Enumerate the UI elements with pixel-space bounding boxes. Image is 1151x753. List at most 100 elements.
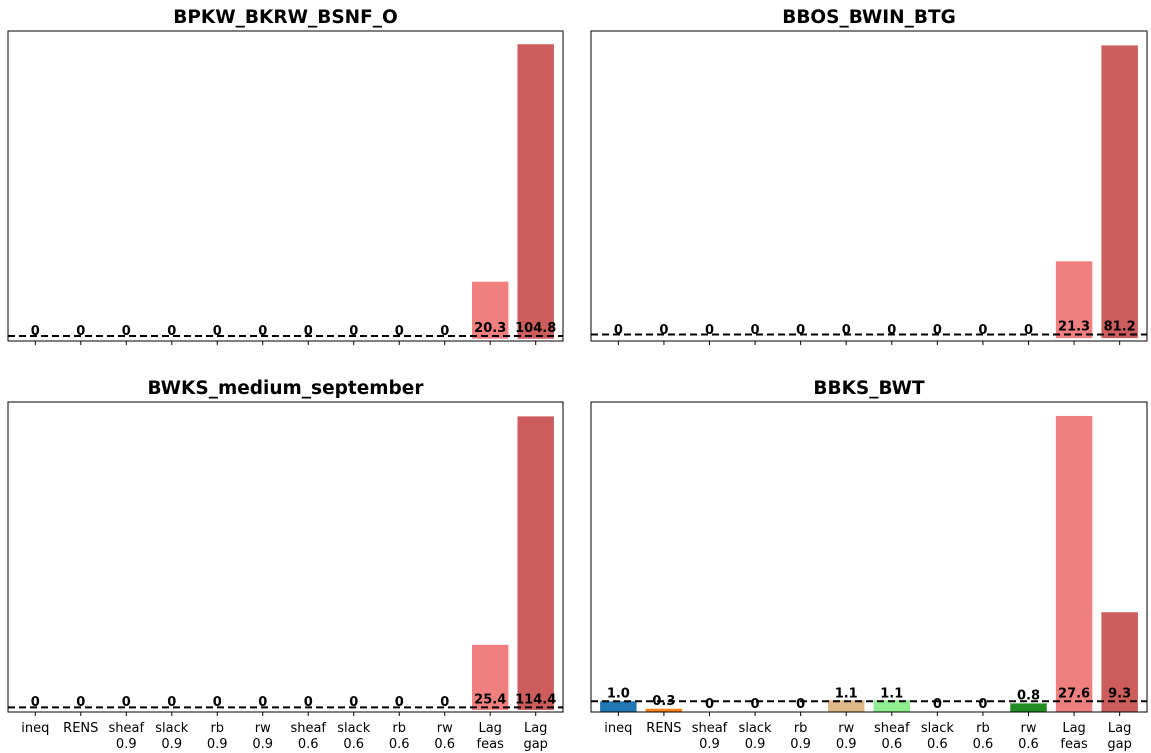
chart-title: BBKS_BWT	[813, 378, 925, 399]
x-tick-label: rw	[255, 721, 271, 736]
x-tick-label: rb	[976, 721, 990, 736]
value-label: 0	[304, 324, 313, 339]
panel-bwks: BWKS_medium_september 0 0 0 0 0 0 0 0 0 0 25.4 114.4…	[7, 378, 564, 752]
value-label: 0	[842, 323, 851, 338]
x-tick-label: 0.6	[1018, 737, 1039, 752]
x-tick-label: sheaf	[874, 721, 910, 736]
x-tick-label: rb	[392, 721, 406, 736]
value-label: 0	[31, 324, 40, 339]
value-label: 0	[933, 323, 942, 338]
bar	[600, 701, 637, 712]
value-label: 0	[705, 323, 714, 338]
bar	[1101, 45, 1138, 339]
value-label: 21.3	[1058, 320, 1090, 335]
value-label: 0	[1024, 323, 1033, 338]
panel-bpkw: BPKW_BKRW_BSNF_O 0 0 0 0 0 0 0 0 0 0 20.3 104.8	[7, 7, 564, 345]
value-label: 0	[395, 324, 404, 339]
x-tick-label: rw	[838, 721, 854, 736]
x-tick-label: RENS	[646, 721, 681, 736]
x-tick-label: Lag	[478, 721, 501, 736]
bar	[517, 44, 554, 339]
value-label: 0	[440, 695, 449, 710]
value-label: 0	[751, 323, 760, 338]
x-tick-label: 0.6	[389, 737, 410, 752]
value-label: 0	[796, 697, 805, 712]
chart-title: BWKS_medium_september	[148, 378, 425, 399]
value-label: 25.4	[474, 692, 506, 707]
x-tick-label: 0.9	[252, 737, 273, 752]
plot-frame	[7, 30, 564, 342]
value-label: 0	[349, 324, 358, 339]
x-tick-label: sheaf	[290, 721, 326, 736]
x-tick-label: 0.6	[881, 737, 902, 752]
value-label: 0	[167, 695, 176, 710]
value-label: 1.0	[607, 686, 630, 701]
x-tick-label: feas	[1060, 737, 1088, 752]
x-tick-label: 0.9	[207, 737, 228, 752]
chart-title: BBOS_BWIN_BTG	[782, 7, 956, 28]
value-label: 0	[659, 323, 668, 338]
value-label: 0	[213, 324, 222, 339]
value-label: 0	[31, 695, 40, 710]
x-tick-label: Lag	[524, 721, 547, 736]
value-label: 0	[122, 695, 131, 710]
x-tick-label: gap	[523, 737, 547, 752]
panel-bbos: BBOS_BWIN_BTG 0 0 0 0 0 0 0 0 0 0 21.3 81.2	[590, 7, 1148, 345]
bar	[472, 281, 509, 339]
x-tick-label: 0.6	[927, 737, 948, 752]
x-tick-label: 0.6	[973, 737, 994, 752]
bar	[827, 700, 865, 712]
value-label: 0	[887, 323, 896, 338]
bar	[1010, 703, 1047, 712]
value-label: 0	[705, 697, 714, 712]
value-label: 0	[76, 324, 85, 339]
x-tick-label: rw	[437, 721, 453, 736]
x-tick-label: sheaf	[692, 721, 728, 736]
x-tick-label: 0.9	[116, 737, 137, 752]
x-tick-label: 0.6	[343, 737, 364, 752]
value-label: 0	[978, 697, 987, 712]
x-tick-label: rb	[794, 721, 808, 736]
bar	[873, 700, 911, 712]
x-tick-label: feas	[477, 737, 505, 752]
x-tick-label: rw	[1021, 721, 1037, 736]
x-tick-label: RENS	[63, 721, 98, 736]
value-label: 0	[933, 697, 942, 712]
plot-frame	[590, 401, 1148, 713]
x-tick-label: 0.9	[790, 737, 811, 752]
value-label: 0.8	[1017, 688, 1040, 703]
value-label: 0	[796, 323, 805, 338]
x-tick-label: slack	[739, 721, 772, 736]
value-label: 27.6	[1058, 686, 1090, 701]
value-label: 81.2	[1104, 320, 1136, 335]
x-tick-label: slack	[921, 721, 954, 736]
value-label: 0	[440, 324, 449, 339]
value-label: 114.4	[515, 692, 556, 707]
x-tick-label: Lag	[1108, 721, 1131, 736]
value-label: 0	[76, 695, 85, 710]
x-tick-label: 0.6	[298, 737, 319, 752]
value-label: 0	[395, 695, 404, 710]
value-label: 0	[751, 697, 760, 712]
value-label: 0	[978, 323, 987, 338]
value-label: 1.1	[880, 686, 903, 701]
x-tick-label: ineq	[21, 721, 49, 736]
value-label: 0.3	[652, 694, 675, 709]
value-label: 0	[614, 323, 623, 338]
panel-bbks: BBKS_BWT 1.0 0.3 0 0 0 1.1 1.1 0 0 0.8 27.6 9.3 ineq R…	[590, 378, 1148, 752]
value-label: 0	[213, 695, 222, 710]
value-label: 20.3	[474, 321, 506, 336]
value-label: 0	[258, 324, 267, 339]
x-tick-label: 0.9	[745, 737, 766, 752]
bar	[1055, 415, 1093, 712]
value-label: 1.1	[835, 686, 858, 701]
value-label: 104.8	[515, 321, 556, 336]
x-tick-label: 0.9	[699, 737, 720, 752]
plot-frame	[7, 401, 564, 713]
value-label: 0	[349, 695, 358, 710]
x-tick-label: 0.9	[161, 737, 182, 752]
plot-frame	[590, 30, 1148, 342]
value-label: 0	[304, 695, 313, 710]
bar	[472, 644, 509, 710]
x-tick-label: slack	[337, 721, 370, 736]
